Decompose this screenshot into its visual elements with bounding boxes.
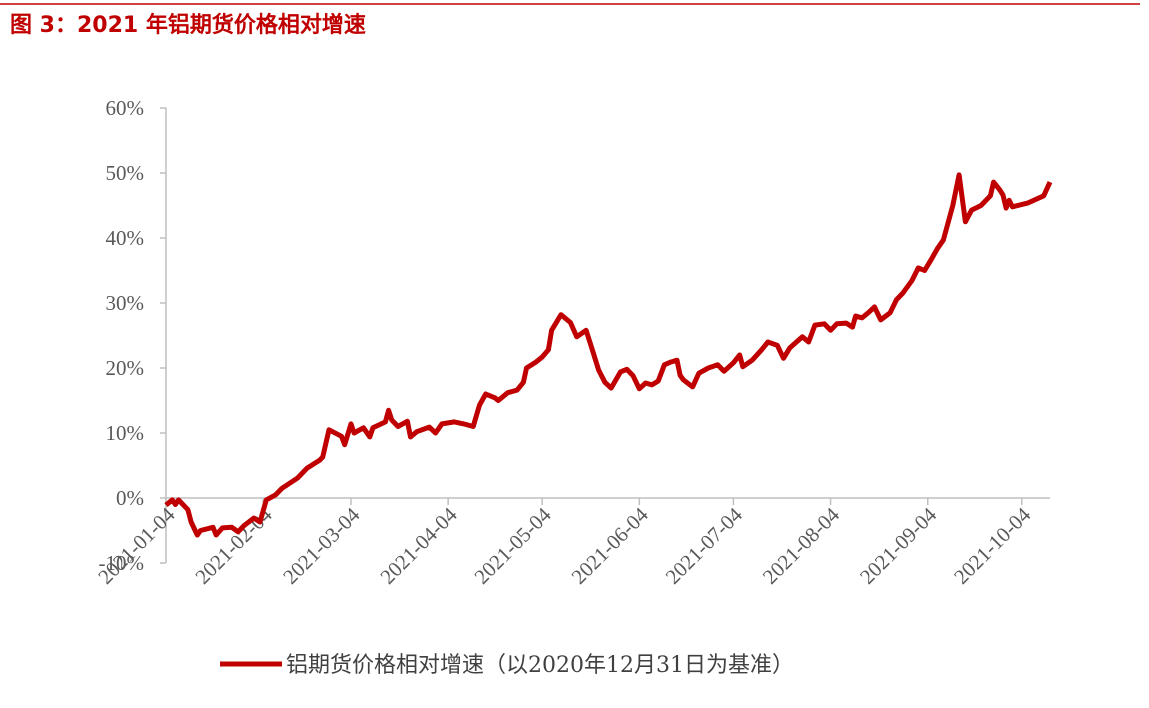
y-tick-label: 0% xyxy=(116,486,144,510)
y-tick-label: 20% xyxy=(106,356,145,380)
legend-label: 铝期货价格相对增速（以2020年12月31日为基准） xyxy=(286,653,794,678)
y-tick-label: 60% xyxy=(106,96,145,120)
x-tick-label: 2021-05-04 xyxy=(469,502,556,589)
x-tick-label: 2021-06-04 xyxy=(567,502,654,589)
y-tick-label: 50% xyxy=(106,161,145,185)
y-tick-label: 40% xyxy=(106,226,145,250)
x-tick-label: 2021-03-04 xyxy=(278,502,365,589)
x-tick-label: 2021-08-04 xyxy=(758,502,845,589)
y-tick-label: 30% xyxy=(106,291,145,315)
x-tick-label: 2021-01-04 xyxy=(93,502,180,589)
data-line xyxy=(164,172,1053,538)
x-tick-label: 2021-07-04 xyxy=(661,502,748,589)
y-tick-label: 10% xyxy=(106,421,145,445)
x-tick-label: 2021-09-04 xyxy=(855,502,942,589)
x-tick-label: 2021-04-04 xyxy=(375,502,462,589)
chart-title: 图 3：2021 年铝期货价格相对增速 xyxy=(10,12,366,38)
x-tick-label: 2021-10-04 xyxy=(949,502,1036,589)
y-tick-label: -10% xyxy=(99,551,145,575)
